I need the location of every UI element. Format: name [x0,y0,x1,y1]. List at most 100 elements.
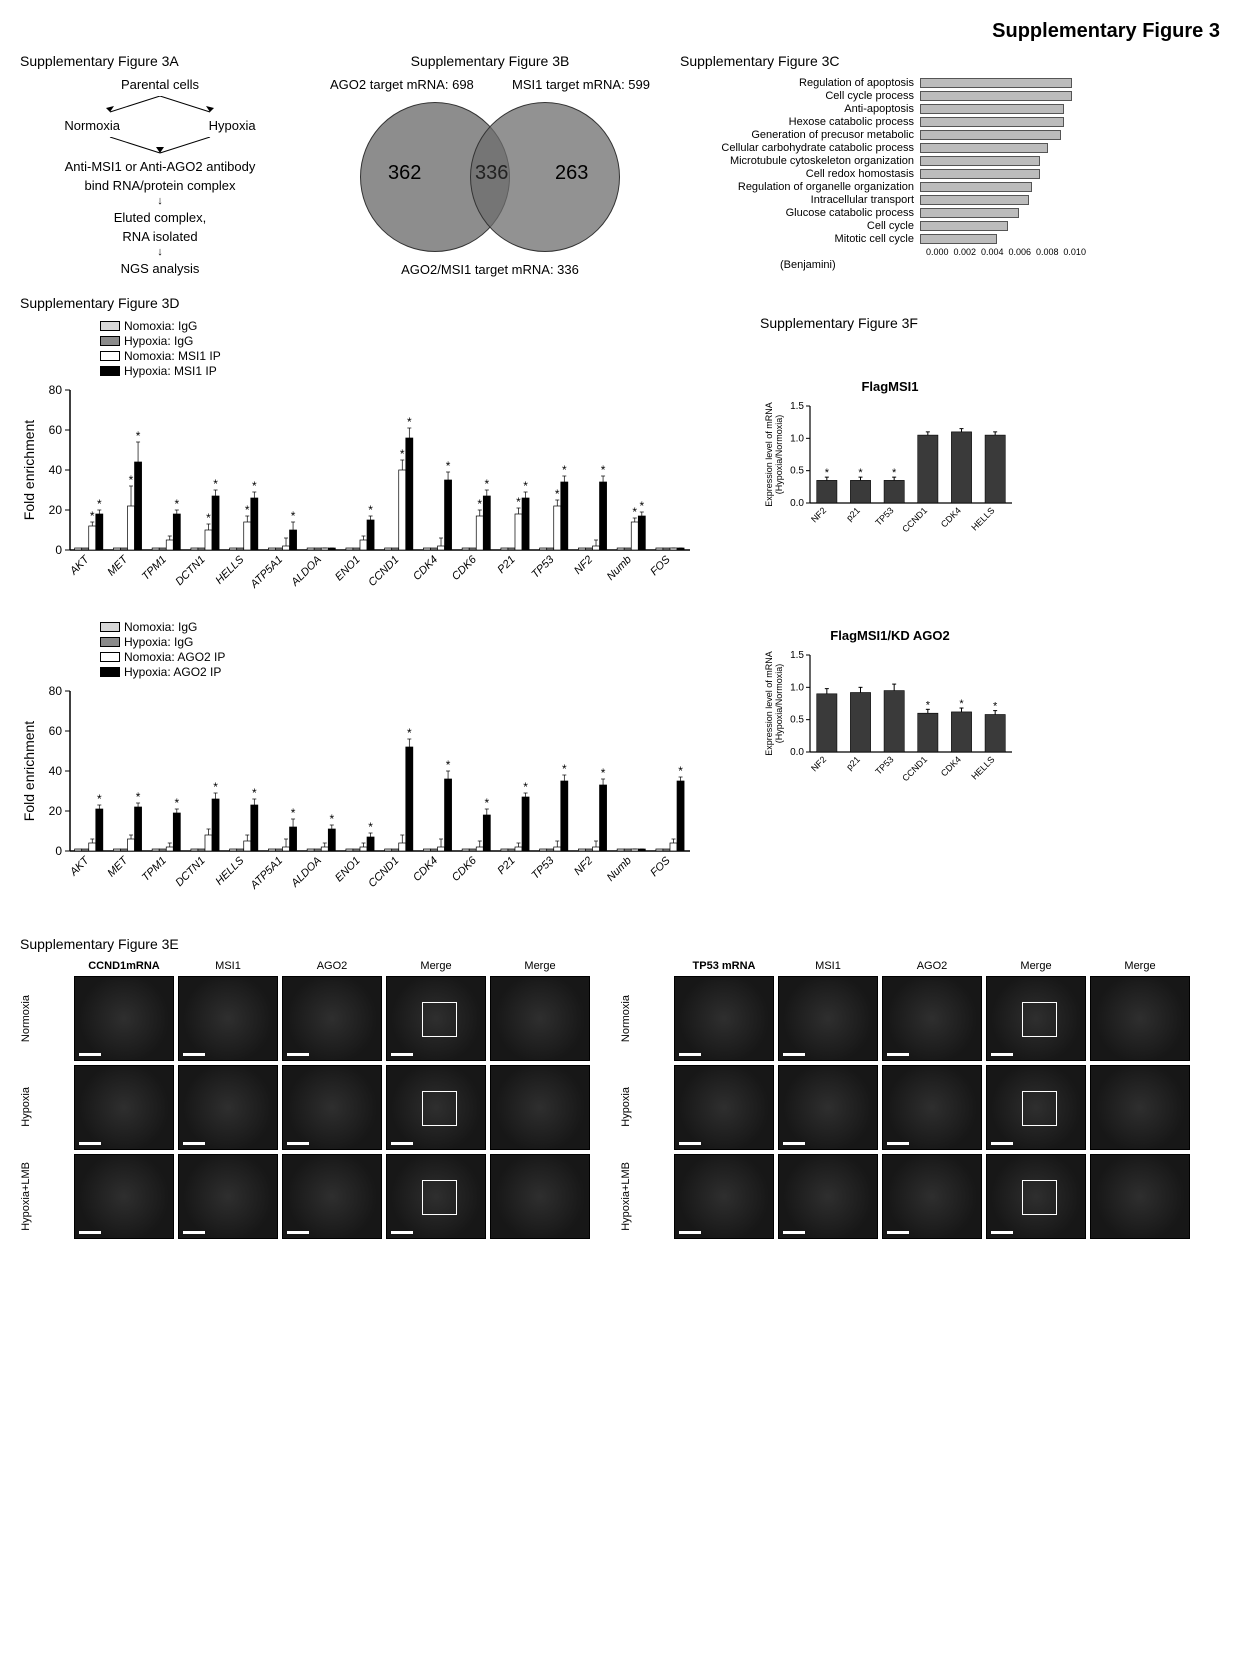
hbar-row: Generation of precusor metabolic [680,129,1100,141]
svg-text:FOS: FOS [648,854,673,879]
fc-parental: Parental cells [20,77,300,92]
svg-text:*: * [892,467,897,479]
svg-text:*: * [446,459,451,473]
svg-text:*: * [400,447,405,461]
micrograph [1090,1065,1190,1150]
svg-text:80: 80 [49,383,63,397]
benjamini-label: (Benjamini) [780,259,1100,271]
svg-text:TPM1: TPM1 [140,854,169,883]
row-label: Normoxia [620,995,670,1042]
micrograph [178,976,278,1061]
svg-text:*: * [291,806,296,820]
svg-text:*: * [632,505,637,519]
panel-f: Supplementary Figure 3F FlagMSI1 0.00.51… [760,295,1060,921]
micrograph [986,976,1086,1061]
micrograph [386,976,486,1061]
svg-text:*: * [516,495,521,509]
hbar-row: Hexose catabolic process [680,116,1100,128]
svg-text:CDK4: CDK4 [939,754,963,778]
svg-text:CDK4: CDK4 [411,854,440,883]
svg-text:*: * [136,429,141,443]
svg-text:*: * [136,790,141,804]
flowchart: Parental cells Normoxia Hypoxia Anti-MSI… [20,77,300,276]
svg-text:FOS: FOS [648,553,673,578]
hbar-fill [920,91,1072,101]
svg-text:ATP5A1: ATP5A1 [248,854,286,892]
svg-text:NF2: NF2 [809,754,828,773]
micrograph [386,1065,486,1150]
row-label: Hypoxia+LMB [20,1162,70,1231]
hbar-row: Cell cycle [680,220,1100,232]
svg-text:P21: P21 [495,553,517,575]
panel-a-title: Supplementary Figure 3A [20,53,300,69]
svg-text:0.0: 0.0 [790,747,804,758]
row-label: Hypoxia+LMB [620,1162,670,1231]
legend-item: Nomoxia: MSI1 IP [100,349,740,363]
svg-text:*: * [213,780,218,794]
svg-text:Numb: Numb [605,854,634,883]
venn-bottom-label: AGO2/MSI1 target mRNA: 336 [320,262,660,277]
micrograph [490,1065,590,1150]
svg-text:*: * [477,497,482,511]
hbar-fill [920,182,1032,192]
chart-f1-title: FlagMSI1 [760,379,1020,394]
svg-text:*: * [407,415,412,429]
micrograph [490,976,590,1061]
legend-item: Hypoxia: IgG [100,334,740,348]
svg-text:TP53: TP53 [873,505,895,527]
col-header: Merge [986,960,1086,972]
hbar-fill [920,234,997,244]
micrograph [882,976,982,1061]
fc-eluted1: Eluted complex, [20,210,300,225]
svg-text:CCND1: CCND1 [366,553,401,588]
legend-item: Nomoxia: IgG [100,319,740,333]
svg-text:*: * [407,726,412,740]
col-header: Merge [490,960,590,972]
hbar-fill [920,169,1040,179]
mrna-header: CCND1mRNA [74,960,174,972]
svg-text:CDK6: CDK6 [450,553,480,583]
col-header: Merge [1090,960,1190,972]
svg-text:*: * [329,812,334,826]
svg-text:CDK4: CDK4 [411,553,440,582]
hbar-label: Generation of precusor metabolic [680,129,920,141]
fc-normoxia: Normoxia [64,118,120,133]
venn-intersect: 336 [475,162,508,185]
venn-only-right: 263 [555,162,588,185]
svg-text:*: * [678,764,683,778]
svg-text:DCTN1: DCTN1 [173,854,207,888]
svg-text:*: * [252,479,257,493]
svg-text:60: 60 [49,423,63,437]
fc-hypoxia: Hypoxia [209,118,256,133]
hbar-fill [920,195,1029,205]
micrograph [674,976,774,1061]
legend-item: Nomoxia: IgG [100,620,740,634]
hbar-fill [920,104,1064,114]
legend-item: Hypoxia: AGO2 IP [100,665,740,679]
svg-text:*: * [174,796,179,810]
svg-text:*: * [639,499,644,513]
svg-text:ENO1: ENO1 [333,854,363,884]
hbar-row: Regulation of organelle organization [680,181,1100,193]
panel-f-title: Supplementary Figure 3F [760,315,1060,331]
fc-eluted2: RNA isolated [20,229,300,244]
micrograph [778,1065,878,1150]
svg-text:1.5: 1.5 [790,650,804,661]
micrograph [882,1065,982,1150]
svg-text:*: * [97,497,102,511]
svg-text:DCTN1: DCTN1 [173,553,207,587]
hbar-row: Intracellular transport [680,194,1100,206]
hbar-label: Cellular carbohydrate catabolic process [680,142,920,154]
hbar-row: Regulation of apoptosis [680,77,1100,89]
svg-text:CCND1: CCND1 [900,505,929,534]
svg-text:*: * [993,700,998,712]
svg-text:NF2: NF2 [572,854,595,877]
svg-text:20: 20 [49,804,63,818]
hbar-label: Cell cycle [680,220,920,232]
svg-text:CDK6: CDK6 [450,854,480,884]
micrograph [674,1065,774,1150]
svg-text:Numb: Numb [605,553,634,582]
hbar-label: Hexose catabolic process [680,116,920,128]
hbar-label: Regulation of apoptosis [680,77,920,89]
mrna-header: TP53 mRNA [674,960,774,972]
